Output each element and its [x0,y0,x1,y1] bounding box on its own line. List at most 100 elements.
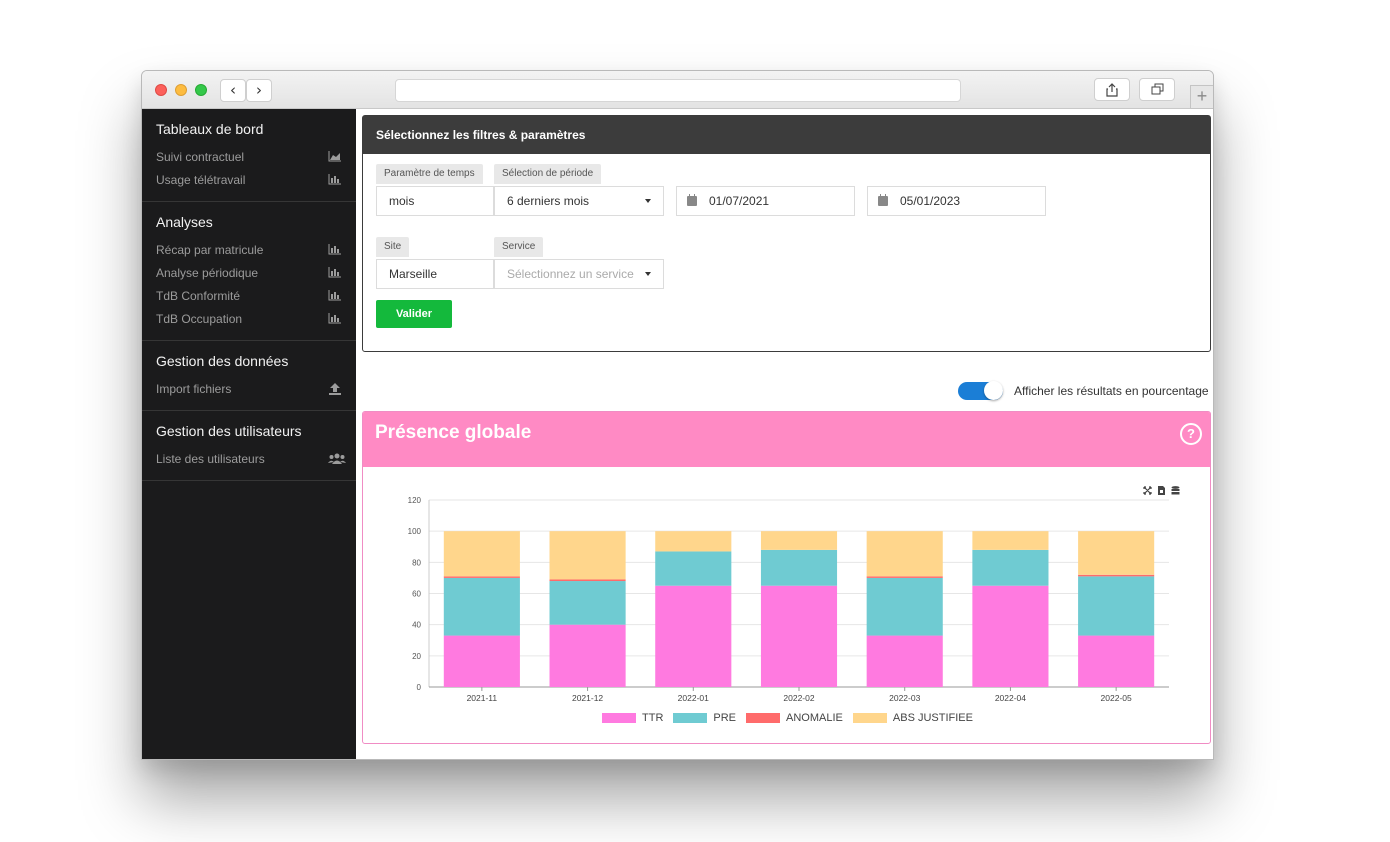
legend-item[interactable]: PRE [673,712,736,724]
legend-swatch [852,713,887,723]
sidebar-item-label: TdB Occupation [156,311,243,326]
forward-button[interactable]: › [246,79,272,102]
share-icon [1106,83,1118,97]
sidebar-item[interactable]: TdB Conformité [156,284,342,307]
percentage-toggle[interactable] [958,381,1003,400]
sidebar-item[interactable]: Import fichiers [156,377,342,400]
bar-segment [549,579,626,582]
sidebar-item-label: Suivi contractuel [156,149,245,164]
time-param-label: Paramètre de temps [376,164,483,184]
y-tick-label: 100 [408,527,422,536]
legend-item[interactable]: ABS JUSTIFIEE [852,712,973,724]
y-tick-label: 0 [417,683,422,692]
legend-label: PRE [713,712,737,724]
export-icon[interactable] [1157,482,1166,495]
sidebar-group: Analyses Récap par matricule Analyse pério… [142,202,356,341]
new-tab-button[interactable]: + [1190,85,1213,109]
sidebar-item[interactable]: Analyse périodique [156,261,342,284]
bar-segment [1078,635,1155,687]
y-tick-label: 20 [412,652,421,661]
bar-segment [655,531,732,552]
y-tick-label: 40 [412,621,421,630]
presence-chart: 0 20 40 60 80 100 120 2021-11 2021-12 2022-01 2022… [408,496,1169,703]
back-button[interactable]: ‹ [220,79,246,102]
tabs-icon [1151,83,1164,95]
close-window-button[interactable] [155,84,167,96]
chevron-down-icon [645,272,651,276]
x-tick-label: 2022-01 [678,693,709,703]
site-input[interactable]: Marseille [376,259,494,289]
bar-segment [1078,531,1155,575]
sidebar: Tableaux de bord Suivi contractuel Usage t… [142,109,356,759]
bar-segment [972,549,1049,586]
x-tick-label: 2022-05 [1101,693,1132,703]
chevron-down-icon [645,199,651,203]
bar-segment [866,635,943,687]
filters-heading: Sélectionnez les filtres & paramètres [363,116,1210,154]
period-select[interactable]: 6 derniers mois [494,186,664,216]
bar-segment [972,585,1049,687]
period-label: Sélection de période [494,164,602,184]
users-icon [328,453,346,464]
sidebar-item[interactable]: Usage télétravail [156,168,342,191]
sidebar-group-title: Tableaux de bord [156,121,264,137]
main-content: Sélectionnez les filtres & paramètres Pa… [356,109,1213,759]
sidebar-item-label: TdB Conformité [156,288,241,303]
x-tick-label: 2021-11 [467,693,498,703]
x-tick-label: 2021-12 [572,693,603,703]
bar-segment [655,551,732,586]
tabs-overview-button[interactable] [1139,78,1175,101]
sidebar-item[interactable]: TdB Occupation [156,307,342,330]
bar-chart-icon [328,267,342,278]
fullscreen-icon[interactable] [1143,482,1152,495]
sidebar-item[interactable]: Liste des utilisateurs [156,447,346,470]
period-select-value: 6 derniers mois [507,194,590,208]
legend-label: ABS JUSTIFIEE [892,712,973,724]
zoom-window-button[interactable] [195,84,207,96]
bar-segment [1078,576,1155,636]
site-label: Site [376,237,410,257]
service-select[interactable]: Sélectionnez un service [494,259,664,289]
minimize-window-button[interactable] [175,84,187,96]
share-button[interactable] [1094,78,1130,101]
y-tick-label: 80 [412,558,421,567]
sidebar-item-label: Import fichiers [156,381,232,396]
start-date-input[interactable]: 01/07/2021 [676,186,855,216]
y-tick-label: 60 [412,590,421,599]
bar-chart-icon [328,290,342,301]
bar-segment [1078,574,1155,577]
bar-segment [866,576,943,578]
help-icon[interactable]: ? [1180,423,1202,445]
percentage-toggle-label: Afficher les résultats en pourcentage [1014,384,1209,398]
bar-segment [443,635,520,687]
chart-legend: TTR PRE ANOMALIE ABS JUSTIFIEE [363,712,1210,724]
sidebar-item[interactable]: Suivi contractuel [156,145,342,168]
bar-segment [972,531,1049,550]
calendar-icon [878,194,888,206]
chart-toolbar [1143,482,1180,495]
legend-item[interactable]: TTR [602,712,663,724]
percentage-toggle-row: Afficher les résultats en pourcentage [958,381,1209,401]
end-date-input[interactable]: 05/01/2023 [867,186,1046,216]
bar-segment [443,531,520,577]
panel-title: Présence globale [375,422,532,443]
bar-segment [549,624,626,687]
presence-panel: Présence globale ? 0 20 40 60 80 100 120 2021-1… [362,411,1211,744]
data-view-icon[interactable] [1171,482,1180,495]
legend-swatch [602,713,637,723]
sidebar-group: Gestion des utilisateurs Liste des utilis… [142,411,356,481]
browser-window: ‹ › + Tableaux de bord Suivi contractuel U… [141,70,1214,760]
valider-button[interactable]: Valider [376,300,452,328]
bar-segment [549,531,626,580]
bar-chart-icon [328,244,342,255]
bar-segment [760,549,838,586]
sidebar-item[interactable]: Récap par matricule [156,238,342,261]
x-tick-label: 2022-02 [783,693,814,703]
time-param-input[interactable]: mois [376,186,494,216]
legend-swatch [746,713,781,723]
service-label: Service [494,237,544,257]
address-bar[interactable] [395,79,961,102]
bar-chart-icon [328,174,342,185]
legend-item[interactable]: ANOMALIE [746,712,843,724]
bar-segment [655,585,732,687]
